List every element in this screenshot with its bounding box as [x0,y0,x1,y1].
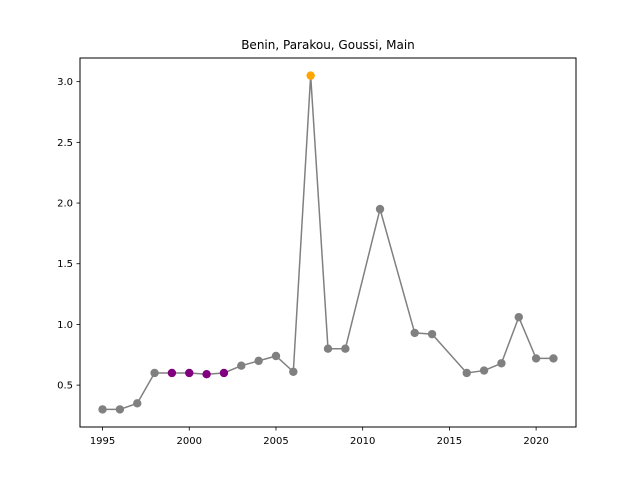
data-point [375,204,385,214]
data-point [98,405,107,414]
y-tick-label: 2.0 [57,199,73,210]
y-tick-label: 1.0 [57,320,73,331]
data-point [150,368,159,378]
x-tick-label: 2005 [263,436,288,447]
y-tick-label: 1.5 [57,259,73,270]
data-point [254,356,263,366]
y-axis: 0.5 1.0 1.5 2.0 2.5 3.0 [57,77,80,392]
data-point [323,344,333,353]
data-point [497,359,506,368]
data-point [271,351,281,361]
y-tick-label: 2.5 [57,138,73,149]
x-tick-label: 2015 [437,436,462,447]
data-point [237,361,246,370]
data-point [427,329,437,339]
data-point [531,354,541,363]
data-point [410,328,419,338]
x-tick-label: 2010 [350,436,375,447]
data-point [462,368,471,378]
x-tick-label: 2000 [177,436,202,447]
data-point [306,71,315,80]
data-point [133,399,142,408]
data-point [115,405,125,414]
axes-frame [79,57,577,428]
chart-title: Benin, Parakou, Goussi, Main [241,38,415,52]
data-point [219,368,229,378]
data-point [479,366,489,375]
x-tick-label: 2020 [523,436,548,447]
x-axis: 1995 2000 2005 2010 2015 2020 [90,427,549,447]
plot-area [98,71,558,414]
data-point [341,344,350,353]
data-point [549,354,558,363]
data-point [185,368,194,378]
x-tick-label: 1995 [90,436,115,447]
y-tick-label: 3.0 [57,77,73,88]
y-tick-label: 0.5 [57,381,73,392]
data-point [289,367,298,376]
data-point [202,369,211,379]
data-point [514,312,523,322]
data-point [167,368,177,378]
